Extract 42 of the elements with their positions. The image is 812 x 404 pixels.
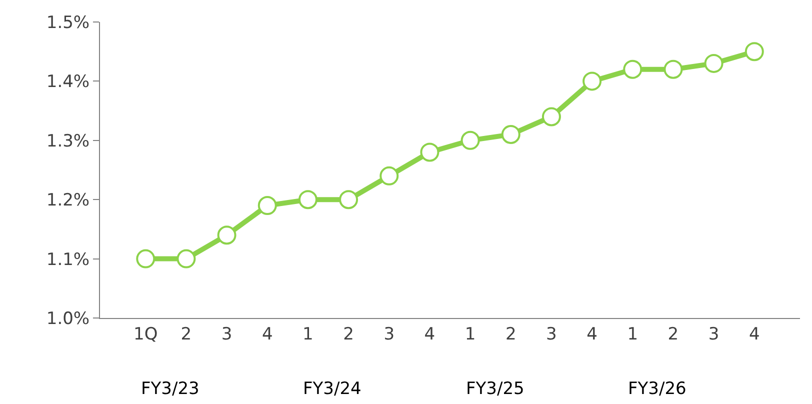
y-tick-label: 1.3% [46,131,90,152]
x-tick-label: 4 [262,324,273,344]
x-tick-label: 3 [384,324,395,344]
x-tick-label: 2 [668,324,679,344]
point [420,142,440,162]
point [582,72,602,91]
text: FY3/23 [141,379,200,399]
y-tick-label: 1.4% [46,72,90,92]
x-tick-label: 3 [708,324,720,344]
point [501,124,520,144]
point [744,42,764,62]
point [258,196,277,216]
y-tick-label: 1.0% [46,308,90,329]
x-tick-label: 4 [748,324,760,344]
x-tick-label: 1 [464,324,476,344]
point [217,226,236,245]
point [623,60,642,79]
point [339,190,358,210]
x-tick-label: 1 [302,324,314,344]
text: FY3/25 [466,379,524,399]
x-tick-label: 2 [180,324,192,344]
x-tick-label: 2 [505,324,516,344]
x-tick-label: 1Q [134,324,158,344]
text: FY3/26 [628,379,686,399]
point [136,249,156,268]
text: FY3/24 [303,379,362,399]
y-tick-label: 1.2% [46,190,90,211]
y-tick-label: 1.1% [46,250,90,270]
point [542,107,561,126]
point [380,166,399,186]
point [664,60,683,79]
x-tick-label: 4 [586,324,598,344]
point [460,130,480,150]
x-tick-label: 3 [546,324,557,344]
x-tick-label: 4 [424,324,436,344]
y-tick-label: 1.5% [46,12,90,33]
x-tick-label: 1 [627,324,638,344]
point [298,190,318,210]
x-tick-label: 2 [343,324,354,344]
x-tick-label: 3 [221,324,232,344]
point [704,54,724,73]
point [176,249,196,268]
